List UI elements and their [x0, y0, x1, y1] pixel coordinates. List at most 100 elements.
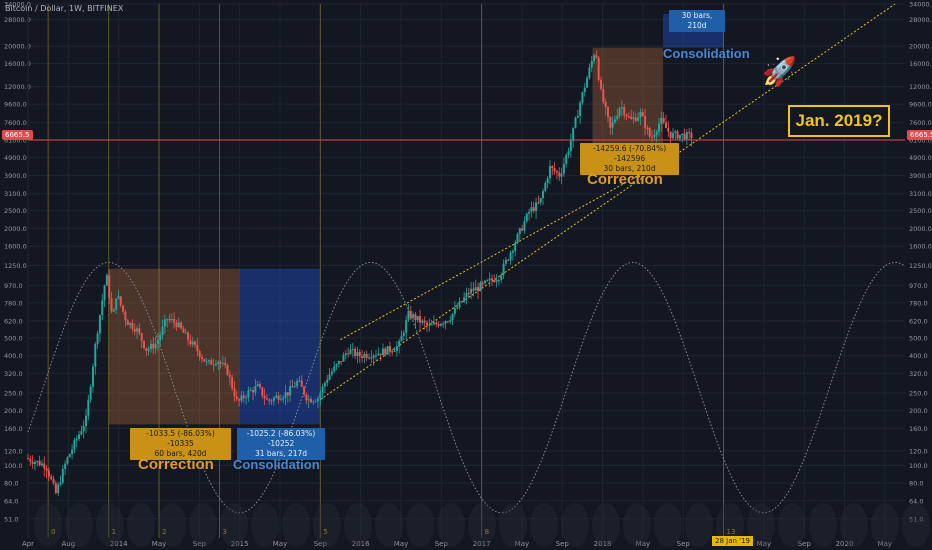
candle-body — [275, 395, 278, 398]
candle-body — [683, 133, 686, 140]
y-tick-label-left: 160.0 — [4, 425, 23, 433]
candle-body — [328, 374, 331, 380]
cycle-marker-label: 0 — [51, 528, 55, 536]
candle-body — [542, 191, 545, 198]
candle-body — [458, 301, 461, 308]
candle-body — [358, 352, 361, 357]
candle-body — [484, 280, 487, 284]
candle-body — [131, 322, 134, 329]
y-tick-label-left: 200.0 — [4, 407, 23, 415]
candle-body — [330, 371, 333, 375]
candle-body — [646, 128, 649, 130]
price-tag-right: 6665.5 — [907, 130, 932, 140]
y-tick-label-right: 780.0 — [909, 299, 928, 307]
candle-body — [562, 163, 565, 174]
candle-body — [398, 341, 401, 347]
candle-body — [351, 348, 354, 350]
y-tick-label-left: 1600.0 — [4, 242, 27, 250]
x-tick-label: 2017 — [473, 540, 491, 548]
candle-body — [537, 202, 540, 204]
candle-body — [490, 278, 493, 281]
y-tick-label-left: 16000.0 — [4, 60, 31, 68]
y-tick-label-right: 620.0 — [909, 318, 928, 326]
candle-body — [381, 348, 384, 356]
candle-body — [372, 355, 375, 358]
candle-body — [604, 101, 607, 108]
candle-body — [595, 55, 598, 58]
candle-body — [395, 346, 398, 351]
candle-body — [140, 333, 143, 341]
candle-body — [453, 308, 456, 314]
y-tick-label-right: 500.0 — [909, 335, 928, 343]
cycle-bubble — [499, 503, 527, 547]
candle-body — [82, 426, 85, 432]
candle-body — [340, 361, 343, 363]
y-tick-label-left: 12000.0 — [4, 83, 31, 91]
candle-body — [293, 386, 296, 388]
candle-body — [386, 346, 389, 355]
y-tick-label-right: 970.0 — [909, 282, 928, 290]
candle-body — [319, 393, 322, 399]
y-tick-label-left: 80.0 — [4, 480, 18, 488]
cycle-bubble — [747, 503, 775, 547]
candle-body — [261, 387, 264, 396]
candle-body — [618, 108, 621, 116]
cycle-bubble — [840, 503, 868, 547]
candle-body — [588, 67, 591, 78]
candle-body — [180, 322, 183, 329]
candle-body — [68, 454, 71, 458]
candle-body — [671, 132, 674, 139]
candle-body — [384, 348, 387, 355]
candle-body — [138, 328, 141, 334]
candle-body — [611, 122, 614, 128]
candle-body — [64, 463, 67, 469]
candle-body — [525, 213, 528, 222]
candle-body — [84, 415, 87, 427]
candle-body — [33, 462, 36, 464]
y-tick-label-right: 3100.0 — [909, 190, 932, 198]
candle-body — [370, 357, 373, 359]
candle-body — [477, 287, 480, 292]
y-tick-label-left: 34000.0 — [4, 1, 31, 9]
candle-body — [660, 118, 663, 124]
candle-body — [560, 173, 563, 177]
y-tick-label-left: 320.0 — [4, 370, 23, 378]
x-tick-label: Aug — [61, 540, 75, 548]
candle-body — [349, 349, 352, 355]
x-tick-label: Sep — [314, 540, 328, 548]
candle-body — [122, 305, 125, 312]
y-tick-label-right: 51.0 — [909, 515, 923, 523]
candle-body — [187, 332, 190, 341]
candle-body — [152, 343, 155, 349]
measure-text: -14259.6 (-70.84%) -142596 — [592, 144, 667, 163]
candle-body — [613, 119, 616, 123]
candle-body — [678, 134, 681, 139]
zone-label-correction-1: Correction — [138, 456, 214, 473]
candle-body — [254, 386, 257, 393]
candle-body — [658, 123, 661, 132]
candle-body — [40, 463, 43, 466]
candle-body — [191, 341, 194, 345]
candle-body — [400, 335, 403, 342]
candle-body — [674, 131, 677, 133]
candle-body — [31, 461, 34, 464]
candle-body — [463, 297, 466, 302]
candle-body — [623, 107, 626, 115]
candle-body — [258, 384, 261, 388]
candle-body — [511, 250, 514, 253]
candle-body — [291, 386, 294, 388]
candle-body — [312, 401, 315, 403]
y-tick-label-left: 500.0 — [4, 335, 23, 343]
candle-body — [669, 131, 672, 139]
candle-body — [175, 322, 178, 328]
y-tick-label-right: 7600.0 — [909, 119, 932, 127]
candle-body — [467, 292, 470, 294]
candle-body — [479, 282, 482, 292]
candle-body — [89, 386, 92, 400]
y-tick-label-right: 20000.0 — [909, 43, 932, 51]
candle-body — [78, 434, 81, 439]
candle-body — [326, 379, 329, 384]
candle-body — [651, 136, 654, 138]
candle-body — [347, 353, 350, 355]
candle-body — [163, 319, 166, 327]
